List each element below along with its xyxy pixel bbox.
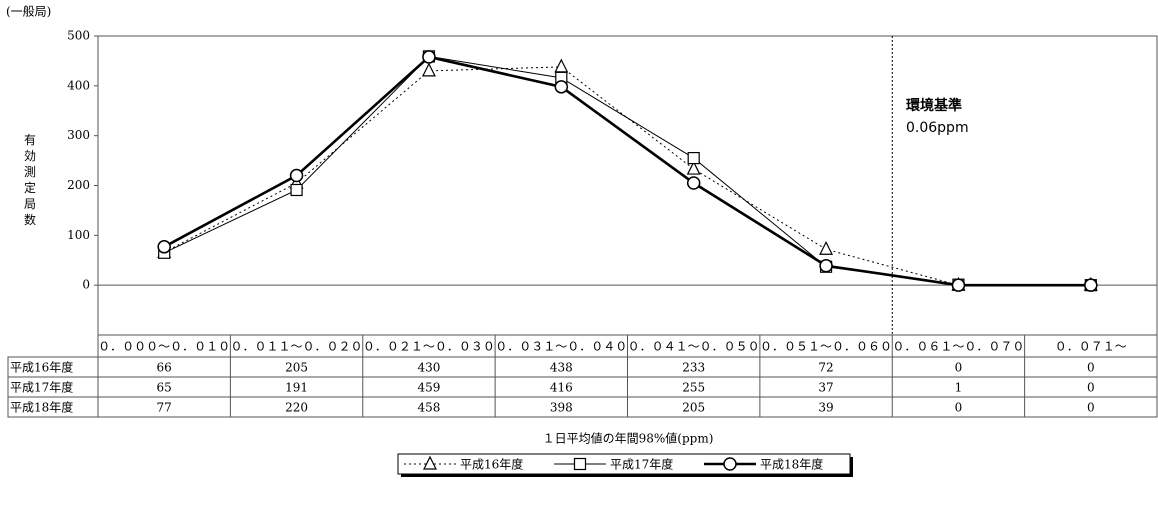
y-axis-label-char: 数 bbox=[24, 212, 36, 227]
point bbox=[1084, 278, 1098, 292]
table-cell: 458 bbox=[417, 401, 440, 415]
series-line bbox=[163, 66, 1091, 286]
table-cell: 220 bbox=[285, 401, 308, 415]
annotation: 環境基準 bbox=[906, 97, 962, 114]
legend-box bbox=[397, 453, 851, 475]
table-cell: 398 bbox=[550, 401, 573, 415]
plot-frame bbox=[97, 35, 1158, 336]
table-cell: 0 bbox=[1087, 401, 1095, 415]
legend-label: 平成16年度 bbox=[460, 457, 523, 472]
series-line bbox=[163, 55, 1091, 287]
x-tick-label: ０．０１１～０．０２０ bbox=[231, 340, 363, 354]
x-tick-label: ０．０３１～０．０４０ bbox=[495, 340, 627, 354]
legend-label: 平成17年度 bbox=[610, 457, 673, 472]
table-cell: 233 bbox=[682, 361, 705, 375]
point bbox=[686, 176, 701, 190]
table-cell: 205 bbox=[682, 401, 705, 415]
y-axis-label-char: 測 bbox=[24, 165, 36, 179]
point bbox=[289, 168, 304, 183]
table-frame bbox=[7, 356, 1158, 418]
table-cell: 416 bbox=[550, 381, 573, 395]
point bbox=[687, 151, 700, 165]
point bbox=[573, 457, 587, 471]
point bbox=[819, 240, 834, 255]
row-label: 平成18年度 bbox=[10, 400, 73, 415]
legend-label: 平成18年度 bbox=[760, 457, 823, 472]
table-cell: 66 bbox=[157, 361, 172, 375]
y-tick-label: 500 bbox=[67, 29, 90, 43]
x-tick-label: ０．０５１～０．０６０ bbox=[760, 340, 892, 354]
table-cell: 205 bbox=[285, 361, 308, 375]
x-tick-label: ０．０７１～ bbox=[1055, 340, 1127, 354]
table-cell: 430 bbox=[417, 361, 440, 375]
table-cell: 0 bbox=[1087, 381, 1095, 395]
annotation: 0.06ppm bbox=[906, 120, 969, 136]
x-axis-label: １日平均値の年間98%値(ppm) bbox=[543, 431, 714, 446]
table-cell: 438 bbox=[550, 361, 573, 375]
row-label: 平成16年度 bbox=[10, 360, 73, 375]
point bbox=[290, 183, 303, 197]
y-axis-label: 有効測定局数 bbox=[24, 133, 36, 227]
y-tick-label: 100 bbox=[67, 228, 90, 242]
point bbox=[422, 50, 436, 64]
table-cell: 77 bbox=[157, 401, 172, 415]
point bbox=[554, 80, 569, 94]
x-tick-label: ０．０４１～０．０５０ bbox=[628, 340, 760, 354]
x-tick-label: ０．０２１～０．０３０ bbox=[363, 340, 495, 354]
y-tick-label: 200 bbox=[67, 178, 90, 192]
y-axis-label-char: 効 bbox=[24, 148, 36, 163]
table-cell: 255 bbox=[682, 381, 705, 395]
table-cell: 0 bbox=[955, 401, 963, 415]
table-cell: 1 bbox=[955, 381, 963, 395]
row-label: 平成17年度 bbox=[10, 380, 73, 395]
table-cell: 0 bbox=[1087, 361, 1095, 375]
y-axis-label-char: 有 bbox=[24, 133, 36, 147]
point bbox=[421, 62, 436, 77]
table-cell: 37 bbox=[818, 381, 833, 395]
table-cell: 65 bbox=[157, 381, 172, 395]
y-tick-label: 300 bbox=[67, 128, 90, 142]
y-axis-label-char: 定 bbox=[24, 180, 36, 195]
y-axis-label-char: 局 bbox=[24, 197, 36, 211]
y-tick-label: 400 bbox=[67, 78, 90, 92]
table-cell: 72 bbox=[818, 361, 833, 375]
point bbox=[951, 278, 966, 292]
point bbox=[686, 160, 701, 175]
point bbox=[819, 258, 833, 273]
table-cell: 459 bbox=[417, 381, 440, 395]
point bbox=[157, 240, 171, 254]
x-tick-label: ０．０６１～０．０７０ bbox=[892, 340, 1024, 354]
point bbox=[723, 457, 737, 471]
point bbox=[423, 455, 437, 470]
table-cell: 191 bbox=[285, 381, 308, 395]
unit-label: (一般局) bbox=[6, 4, 51, 19]
x-tick-label: ０．０００～０．０１０ bbox=[98, 340, 230, 354]
table-cell: 39 bbox=[818, 401, 833, 415]
y-tick-label: 0 bbox=[82, 278, 90, 292]
point bbox=[554, 58, 569, 73]
table-cell: 0 bbox=[955, 361, 963, 375]
